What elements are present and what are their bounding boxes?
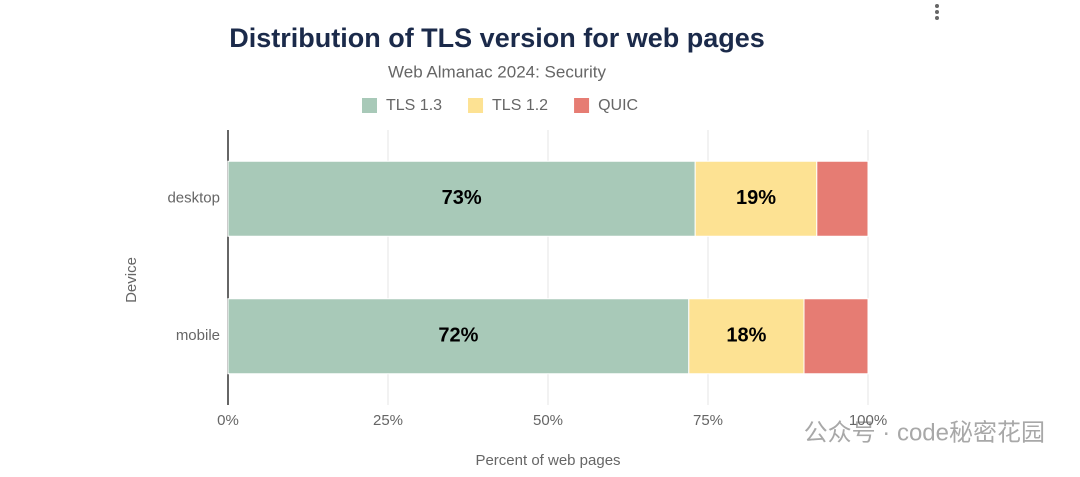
x-tick-label: 50%	[533, 412, 563, 429]
data-label: 72%	[438, 325, 478, 347]
legend-label: TLS 1.3	[386, 97, 442, 114]
y-axis-label: Device	[123, 257, 140, 303]
legend-swatch	[468, 98, 484, 113]
bar-segment	[816, 160, 869, 237]
bar-segment	[688, 298, 805, 375]
data-label: 73%	[442, 187, 482, 209]
y-tick-label: desktop	[167, 190, 220, 207]
bar-segment	[227, 298, 690, 375]
x-tick-label: 100%	[849, 412, 887, 429]
x-tick-label: 25%	[373, 412, 403, 429]
data-label: 18%	[726, 325, 766, 347]
data-label: 19%	[736, 187, 776, 209]
menu-dot	[935, 4, 939, 8]
watermark: 公众号 · code秘密花园	[804, 419, 1045, 446]
bar-segment	[803, 298, 869, 375]
legend-swatch	[362, 98, 377, 113]
y-tick-label: mobile	[176, 327, 220, 344]
menu-dot	[935, 10, 939, 14]
legend-label: TLS 1.2	[492, 97, 548, 114]
x-tick-label: 0%	[217, 412, 239, 429]
bar-segment	[227, 160, 696, 237]
legend-swatch	[574, 98, 590, 113]
chart-subtitle: Web Almanac 2024: Security	[388, 62, 606, 81]
chart-title: Distribution of TLS version for web page…	[229, 23, 765, 53]
legend-label: QUIC	[598, 97, 638, 114]
menu-icon[interactable]	[935, 4, 939, 20]
x-tick-label: 75%	[693, 412, 723, 429]
menu-dot	[935, 16, 939, 20]
x-axis-label: Percent of web pages	[475, 452, 620, 469]
